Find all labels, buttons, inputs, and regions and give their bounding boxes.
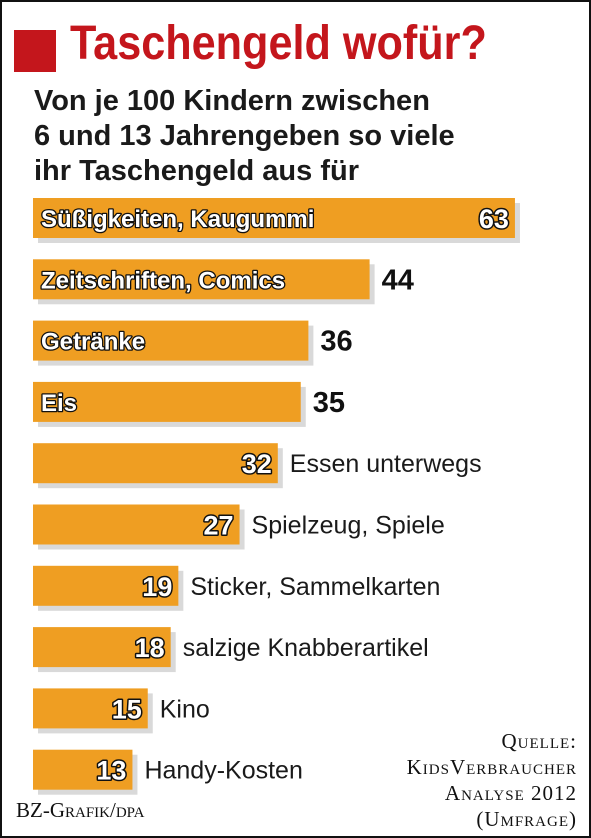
- bar-category-label: salzige Knabberartikel: [183, 634, 429, 662]
- bar-category-label: Kino: [160, 695, 210, 723]
- chart-subtitle: Von je 100 Kindern zwischen 6 und 13 Jah…: [34, 84, 574, 189]
- source-note: Quelle: KidsVerbraucher Analyse 2012 (Um…: [407, 728, 577, 832]
- bar-value-label: 15: [112, 694, 142, 724]
- bar: [33, 627, 171, 668]
- bar-value-label: 27: [204, 511, 234, 541]
- subtitle-line-1: Von je 100 Kindern zwischen: [34, 85, 430, 117]
- bar-category-label: Süßigkeiten, Kaugummi: [41, 206, 314, 233]
- bar: [33, 443, 278, 484]
- bar: [33, 504, 240, 545]
- bar-value-label: 36: [320, 326, 352, 358]
- bar: [33, 688, 148, 729]
- bar: [33, 565, 179, 606]
- bar: [33, 259, 370, 300]
- bar: [33, 381, 301, 422]
- bar-value-label: 19: [142, 572, 172, 602]
- credit-line: BZ-Grafik/dpa: [16, 798, 145, 822]
- bar-value-label: 13: [96, 756, 126, 786]
- bar-category-label: Spielzeug, Spiele: [252, 512, 445, 540]
- source-line-1: Quelle:: [501, 729, 577, 753]
- bar-category-label: Essen unterwegs: [290, 450, 482, 478]
- bar-category-label: Zeitschriften, Comics: [41, 267, 285, 294]
- bar: [33, 320, 309, 361]
- bar-value-label: 44: [382, 264, 414, 296]
- bar-value-label: 18: [135, 633, 165, 663]
- bar-value-label: 35: [313, 387, 345, 419]
- bar-category-label: Eis: [41, 390, 77, 417]
- chart-title: Taschengeld wofür?: [70, 17, 487, 70]
- bar: [33, 749, 133, 790]
- source-line-3: Analyse 2012: [444, 781, 577, 805]
- bar-category-label: Handy-Kosten: [144, 757, 302, 785]
- subtitle-line-2: 6 und 13 Jahrengeben so viele: [34, 120, 455, 152]
- source-line-4: (Umfrage): [476, 807, 577, 831]
- bar-category-label: Getränke: [41, 329, 145, 356]
- source-line-2: KidsVerbraucher: [406, 755, 577, 779]
- title-marker-square: [14, 30, 56, 72]
- subtitle-line-3: ihr Taschengeld aus für: [34, 155, 359, 187]
- bar: [33, 198, 515, 238]
- bar-category-label: Sticker, Sammelkarten: [190, 573, 440, 601]
- bar-value-label: 63: [479, 204, 509, 234]
- bar-value-label: 32: [242, 449, 272, 479]
